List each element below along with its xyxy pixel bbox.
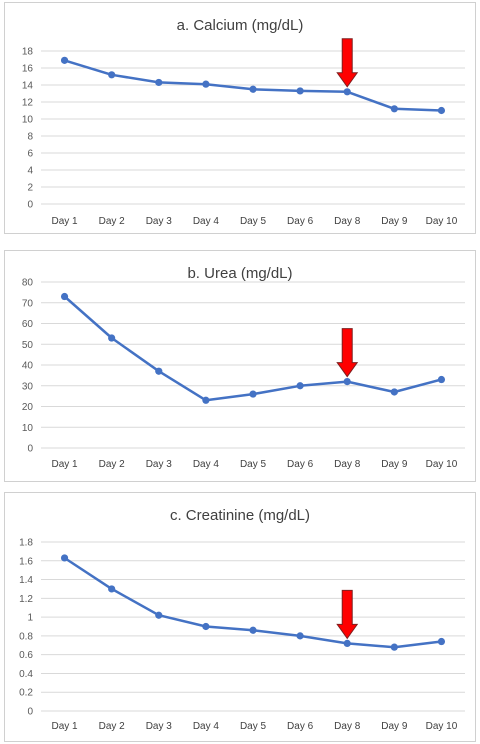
data-point bbox=[296, 382, 304, 390]
data-point bbox=[60, 554, 69, 562]
y-tick-label: 0 bbox=[27, 444, 33, 455]
data-point bbox=[108, 334, 116, 342]
y-tick-label: 60 bbox=[22, 319, 34, 330]
y-tick-label: 8 bbox=[27, 132, 33, 143]
data-point bbox=[437, 375, 446, 384]
y-tick-label: 0.2 bbox=[19, 688, 33, 699]
x-tick-label: Day 2 bbox=[99, 216, 126, 227]
data-point bbox=[249, 85, 257, 93]
y-tick-label: 1.2 bbox=[19, 594, 33, 605]
x-tick-label: Day 3 bbox=[146, 721, 173, 732]
x-tick-label: Day 6 bbox=[287, 459, 314, 470]
x-tick-label: Day 8 bbox=[334, 459, 361, 470]
x-tick-label: Day 8 bbox=[334, 216, 361, 227]
down-arrow-annotation bbox=[336, 589, 359, 640]
y-tick-label: 2 bbox=[27, 183, 33, 194]
x-tick-label: Day 3 bbox=[146, 216, 173, 227]
down-arrow-annotation bbox=[336, 328, 359, 378]
data-point bbox=[249, 626, 257, 634]
x-tick-label: Day 4 bbox=[193, 216, 220, 227]
x-tick-label: Day 1 bbox=[51, 459, 78, 470]
data-point bbox=[390, 388, 398, 396]
data-point bbox=[296, 87, 304, 95]
data-point bbox=[155, 78, 163, 87]
y-tick-label: 6 bbox=[27, 149, 33, 160]
data-point bbox=[60, 56, 69, 64]
data-point bbox=[390, 643, 398, 651]
series-line bbox=[63, 295, 442, 402]
data-point bbox=[437, 106, 446, 115]
y-tick-label: 0.6 bbox=[19, 650, 33, 661]
data-point bbox=[343, 88, 351, 96]
x-tick-label: Day 2 bbox=[99, 721, 126, 732]
y-tick-label: 40 bbox=[22, 361, 34, 372]
x-tick-label: Day 5 bbox=[240, 216, 267, 227]
x-tick-label: Day 4 bbox=[193, 721, 220, 732]
x-tick-label: Day 5 bbox=[240, 459, 267, 470]
y-tick-label: 14 bbox=[22, 81, 34, 92]
y-tick-label: 16 bbox=[22, 64, 34, 75]
x-tick-label: Day 10 bbox=[426, 721, 458, 732]
data-point bbox=[108, 585, 116, 593]
data-point bbox=[343, 639, 351, 647]
y-tick-label: 30 bbox=[22, 381, 34, 392]
data-point bbox=[249, 390, 257, 398]
x-tick-label: Day 3 bbox=[146, 459, 173, 470]
y-tick-label: 10 bbox=[22, 115, 34, 126]
x-tick-label: Day 9 bbox=[381, 721, 408, 732]
chart-title: c. Creatinine (mg/dL) bbox=[169, 507, 311, 524]
y-tick-label: 1.6 bbox=[19, 556, 33, 567]
y-tick-label: 80 bbox=[22, 278, 34, 289]
y-tick-label: 12 bbox=[22, 98, 34, 109]
x-tick-label: Day 4 bbox=[193, 459, 220, 470]
data-point bbox=[202, 80, 210, 88]
data-point bbox=[437, 637, 446, 646]
calcium-chart: 0 2 4 6 8 10 12 14 16 18 Day 1 Day 2 Day 3 Day 4 Day 5… bbox=[22, 38, 465, 227]
data-point bbox=[108, 71, 116, 79]
x-tick-label: Day 1 bbox=[51, 216, 78, 227]
x-tick-label: Day 5 bbox=[240, 721, 267, 732]
y-tick-label: 10 bbox=[22, 423, 34, 434]
urea-chart: 0 10 20 30 40 50 60 70 80 Day 1 Day 2 Day 3 Day 4 Day… bbox=[22, 278, 465, 470]
x-tick-label: Day 8 bbox=[334, 721, 361, 732]
y-tick-label: 1.8 bbox=[19, 538, 33, 549]
x-tick-label: Day 6 bbox=[287, 216, 314, 227]
data-point bbox=[155, 611, 163, 619]
data-point bbox=[343, 378, 351, 386]
x-tick-label: Day 1 bbox=[51, 721, 78, 732]
data-point bbox=[155, 367, 163, 375]
down-arrow-annotation bbox=[336, 38, 359, 88]
x-tick-label: Day 9 bbox=[381, 216, 408, 227]
y-tick-label: 1.4 bbox=[19, 575, 33, 586]
x-tick-label: Day 9 bbox=[381, 459, 408, 470]
data-point bbox=[60, 292, 69, 301]
data-point bbox=[202, 622, 210, 631]
y-tick-label: 70 bbox=[22, 298, 34, 309]
y-tick-label: 50 bbox=[22, 340, 34, 351]
chart-title: a. Calcium (mg/dL) bbox=[176, 17, 304, 34]
x-tick-label: Day 10 bbox=[426, 459, 458, 470]
x-tick-label: Day 6 bbox=[287, 721, 314, 732]
x-tick-label: Day 2 bbox=[99, 459, 126, 470]
calcium-chart-panel: a. Calcium (mg/dL) 0 2 4 6 8 10 12 14 16 18 Day 1 D… bbox=[4, 2, 476, 234]
y-tick-label: 0.8 bbox=[19, 631, 33, 642]
data-point bbox=[202, 396, 210, 404]
y-tick-label: 0 bbox=[27, 200, 33, 211]
urea-chart-panel: b. Urea (mg/dL) 0 10 20 30 40 50 60 70 80 Day 1 Da… bbox=[4, 250, 476, 482]
x-tick-label: Day 10 bbox=[426, 216, 458, 227]
creatinine-chart: 0 0.2 0.4 0.6 0.8 1 1.2 1.4 1.6 1.8 Day 1 Day 2 Day … bbox=[19, 538, 465, 732]
creatinine-chart-panel: c. Creatinine (mg/dL) 0 0.2 0.4 0.6 0.8 1 1.2 1… bbox=[4, 492, 476, 742]
y-tick-label: 4 bbox=[27, 166, 33, 177]
y-tick-label: 1 bbox=[27, 613, 33, 624]
y-tick-label: 18 bbox=[22, 47, 34, 58]
y-tick-label: 20 bbox=[22, 402, 34, 413]
chart-title: b. Urea (mg/dL) bbox=[187, 265, 293, 282]
y-tick-label: 0 bbox=[27, 707, 33, 718]
y-tick-label: 0.4 bbox=[19, 669, 33, 680]
data-point bbox=[390, 105, 398, 113]
data-point bbox=[296, 632, 304, 640]
